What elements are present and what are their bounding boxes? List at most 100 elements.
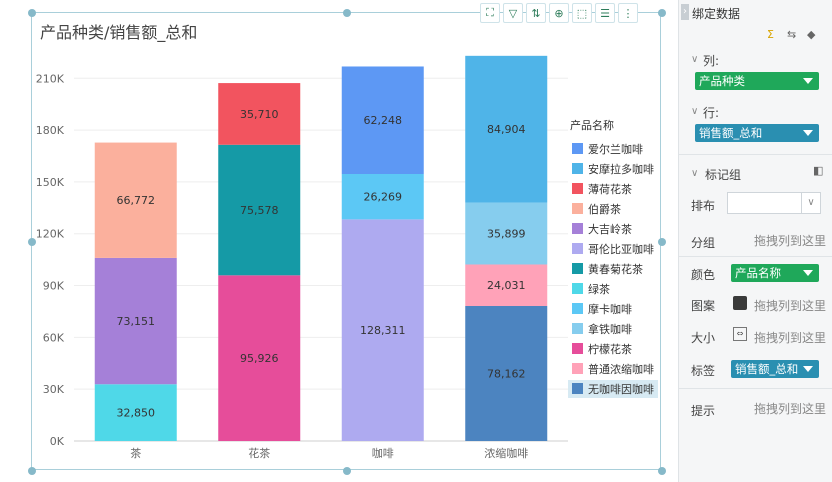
legend-swatch: [572, 163, 583, 174]
select-icon[interactable]: ⬚: [572, 3, 592, 23]
resize-handle[interactable]: [28, 238, 36, 246]
legend-swatch: [572, 343, 583, 354]
bar-segment: [465, 305, 548, 441]
pattern-drop-zone[interactable]: 拖拽列到这里: [754, 299, 827, 313]
y-tick-label: 0K: [50, 435, 65, 448]
bar-value-label: 35,710: [240, 108, 279, 121]
legend-item-label: 摩卡咖啡: [588, 302, 632, 316]
y-tick-label: 60K: [43, 331, 65, 344]
chevron-down-icon[interactable]: ∨: [691, 54, 699, 65]
resize-handle[interactable]: [658, 238, 666, 246]
chevron-down-icon[interactable]: ∨: [691, 168, 699, 179]
rows-field-chip[interactable]: 销售额_总和: [695, 124, 819, 142]
bar-segment: [465, 264, 548, 306]
chevron-down-icon[interactable]: ∨: [801, 193, 820, 213]
legend-swatch: [572, 283, 583, 294]
bar-value-label: 66,772: [117, 194, 156, 207]
chevron-down-icon[interactable]: [803, 366, 813, 372]
y-tick-label: 90K: [43, 280, 65, 293]
resize-handle[interactable]: [343, 467, 351, 475]
bar-value-label: 26,269: [364, 191, 403, 204]
rows-field-name: 销售额_总和: [699, 126, 763, 140]
group-drop-zone[interactable]: 拖拽列到这里: [754, 234, 827, 248]
resize-handle[interactable]: [28, 467, 36, 475]
resize-handle[interactable]: [343, 9, 351, 17]
sigma-icon[interactable]: Σ: [767, 28, 774, 41]
bar-value-label: 95,926: [240, 352, 279, 365]
y-tick-label: 150K: [36, 176, 65, 189]
more-icon[interactable]: ⋮: [618, 3, 638, 23]
chart-toolbar: ⛶ ▽ ⇅ ⊕ ⬚ ☰ ⋮: [480, 3, 638, 23]
legend-item-label: 黄春菊花茶: [588, 262, 643, 276]
tag-icon[interactable]: ◧: [813, 164, 824, 177]
chevron-down-icon[interactable]: [803, 130, 813, 136]
size-slider-icon[interactable]: ⇔: [733, 327, 747, 341]
zoom-icon[interactable]: ⊕: [549, 3, 569, 23]
legend-swatch: [572, 363, 583, 374]
tooltip-drop-zone[interactable]: 拖拽列到这里: [754, 402, 827, 416]
fullscreen-icon[interactable]: ⛶: [480, 3, 500, 23]
size-drop-zone[interactable]: 拖拽列到这里: [754, 331, 827, 345]
layout-label: 排布: [691, 199, 716, 213]
bar-segment: [465, 55, 548, 203]
legend-item-label: 薄荷花茶: [588, 182, 632, 196]
resize-handle[interactable]: [658, 467, 666, 475]
columns-field-name: 产品种类: [699, 74, 745, 88]
legend-swatch: [572, 183, 583, 194]
bar-segment: [465, 202, 548, 265]
mark-group-label: 标记组: [705, 168, 742, 182]
rows-label: 行:: [703, 106, 720, 120]
swap-icon[interactable]: ⇆: [787, 28, 797, 41]
legend-item-label: 绿茶: [588, 282, 610, 296]
sort-icon[interactable]: ⇅: [526, 3, 546, 23]
chevron-down-icon[interactable]: ∨: [691, 106, 699, 117]
legend-swatch: [572, 323, 583, 334]
chevron-down-icon[interactable]: [803, 270, 813, 276]
binding-panel: › 绑定数据 Σ ⇆ ◆ ∨ 列: 产品种类 ∨ 行: 销售额_总和 ∨ 标记组…: [678, 0, 832, 482]
columns-field-chip[interactable]: 产品种类: [695, 72, 819, 90]
panel-title: 绑定数据: [692, 7, 741, 21]
group-label: 分组: [691, 236, 716, 250]
bar-segment: [94, 142, 177, 258]
divider: [679, 256, 832, 257]
bar-value-label: 62,248: [364, 114, 403, 127]
legend-swatch: [572, 303, 583, 314]
bar-segment: [218, 275, 301, 441]
tooltip-label: 提示: [691, 404, 716, 418]
y-tick-label: 210K: [36, 72, 65, 85]
resize-handle[interactable]: [658, 9, 666, 17]
legend-title: 产品名称: [570, 118, 614, 132]
pattern-swatch-icon[interactable]: [733, 296, 747, 310]
bar-segment: [341, 173, 424, 220]
chevron-down-icon[interactable]: [803, 78, 813, 84]
bar-value-label: 32,850: [117, 407, 156, 420]
bar-segment: [218, 144, 301, 276]
legend-item-label: 柠檬花茶: [588, 342, 632, 356]
x-tick-label: 花茶: [248, 447, 270, 460]
chart-frame[interactable]: 产品种类/销售额_总和 ⛶ ▽ ⇅ ⊕ ⬚ ☰ ⋮ 0K 30K 60K 90K 120…: [28, 3, 666, 475]
color-field-chip[interactable]: 产品名称: [731, 264, 819, 282]
legend-swatch: [572, 203, 583, 214]
bar-segment: [94, 384, 177, 441]
x-tick-label: 浓缩咖啡: [484, 446, 528, 460]
eraser-icon[interactable]: ◆: [807, 28, 816, 41]
legend-swatch: [572, 143, 583, 154]
bar-value-label: 78,162: [487, 367, 526, 380]
tag-field-chip[interactable]: 销售额_总和: [731, 360, 819, 378]
bar-value-label: 75,578: [240, 204, 279, 217]
legend-item-label: 大吉岭茶: [588, 222, 632, 236]
chart-title: 产品种类/销售额_总和: [40, 23, 198, 42]
collapse-arrow-icon[interactable]: ›: [681, 4, 689, 20]
legend-item-label: 哥伦比亚咖啡: [588, 242, 654, 256]
list-icon[interactable]: ☰: [595, 3, 615, 23]
legend-item-label: 拿铁咖啡: [588, 322, 632, 336]
x-tick-label: 咖啡: [372, 446, 394, 460]
legend-item-label: 爱尔兰咖啡: [588, 142, 643, 156]
filter-icon[interactable]: ▽: [503, 3, 523, 23]
y-tick-label: 30K: [43, 383, 65, 396]
resize-handle[interactable]: [28, 9, 36, 17]
columns-label: 列:: [703, 54, 720, 68]
layout-select[interactable]: ∨: [727, 192, 821, 214]
legend-item-label: 普通浓缩咖啡: [588, 362, 654, 376]
legend-swatch: [572, 223, 583, 234]
